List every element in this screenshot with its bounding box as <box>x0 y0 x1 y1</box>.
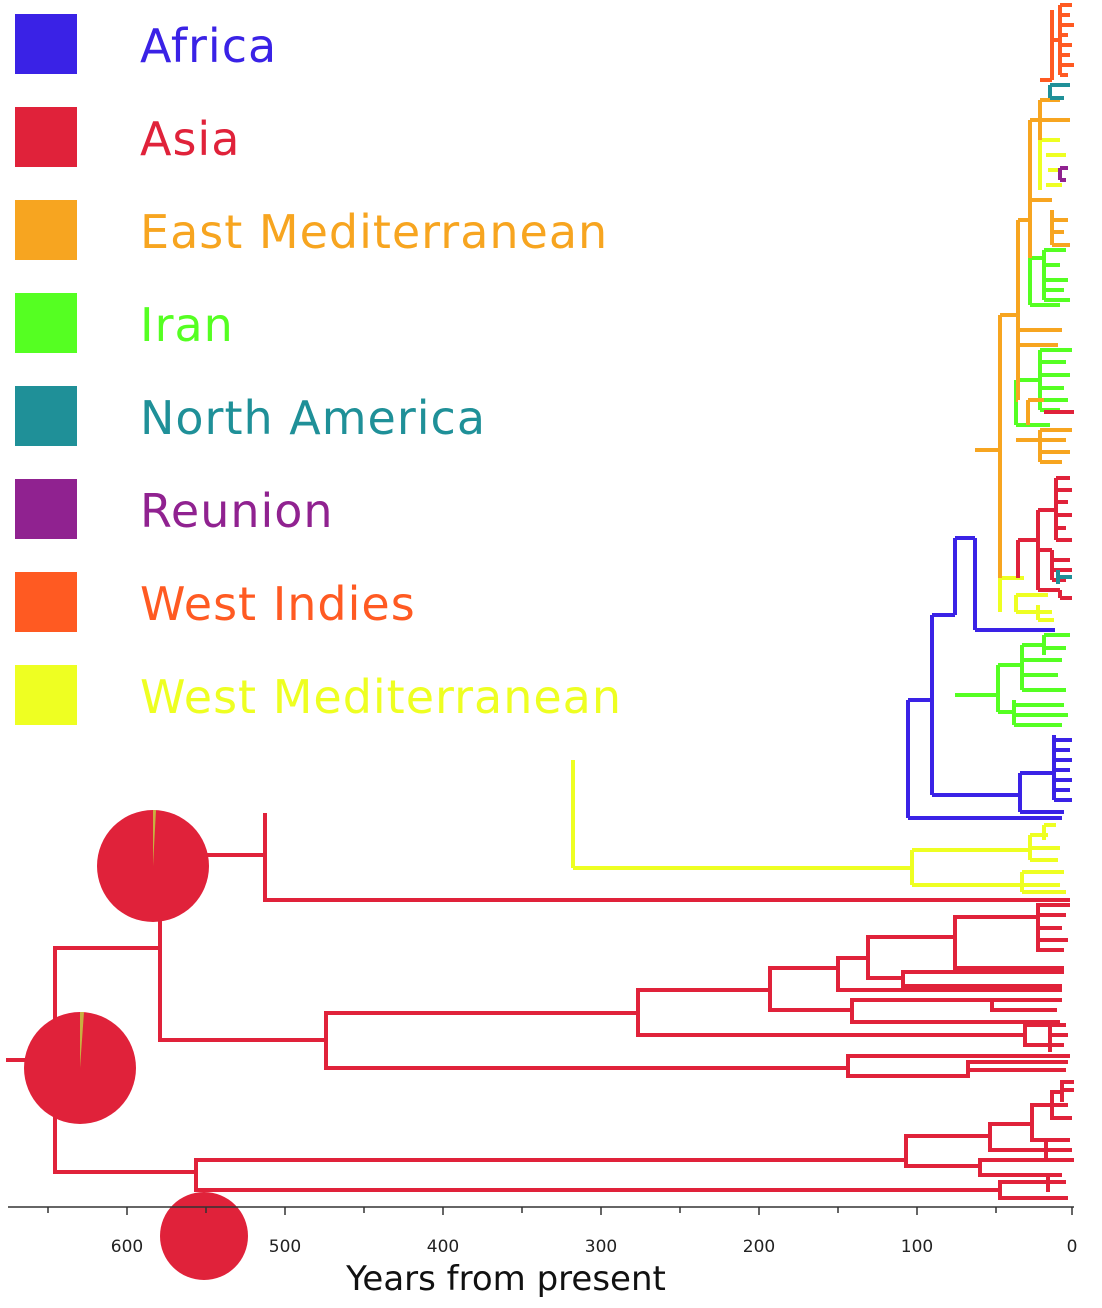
legend-swatch-west-indies <box>15 572 77 632</box>
legend-swatch-reunion <box>15 479 77 539</box>
legend-swatch-asia <box>15 107 77 167</box>
legend-swatch-africa <box>15 14 77 74</box>
axis-tick-600: 600 <box>111 1237 143 1257</box>
ancestral-state-pie-node-1 <box>97 809 209 922</box>
legend-label-africa: Africa <box>140 19 278 73</box>
legend-label-east-mediterranean: East Mediterranean <box>140 205 609 259</box>
north-america-clades <box>1048 83 1072 584</box>
legend-swatch-north-america <box>15 386 77 446</box>
africa-clades <box>906 536 1072 820</box>
east-mediterranean-clades <box>975 98 1072 578</box>
legend-label-north-america: North America <box>140 391 487 445</box>
axis-tick-400: 400 <box>427 1237 459 1257</box>
time-axis <box>8 1206 1074 1215</box>
ancestral-state-pie-node-2 <box>24 1011 136 1124</box>
reunion-clades <box>1058 166 1068 182</box>
axis-tick-500: 500 <box>269 1237 301 1257</box>
legend-swatch-west-mediterranean <box>15 665 77 725</box>
ancestral-state-pie-node-3 <box>160 1192 248 1280</box>
asia-clades <box>6 813 1074 1200</box>
legend-swatch-east-mediterranean <box>15 200 77 260</box>
asia-inner-clade <box>1016 410 1074 600</box>
iran-clades <box>955 248 1072 727</box>
axis-tick-0: 0 <box>1067 1237 1078 1257</box>
axis-tick-200: 200 <box>743 1237 775 1257</box>
west-indies-clades <box>1040 3 1074 82</box>
legend-swatch-iran <box>15 293 77 353</box>
axis-title: Years from present <box>345 1259 666 1299</box>
legend-label-reunion: Reunion <box>140 484 334 538</box>
legend-label-iran: Iran <box>140 298 234 352</box>
legend-label-asia: Asia <box>140 112 241 166</box>
axis-tick-300: 300 <box>585 1237 617 1257</box>
legend-label-west-indies: West Indies <box>140 577 416 631</box>
legend-label-west-mediterranean: West Mediterranean <box>140 670 623 724</box>
axis-tick-100: 100 <box>901 1237 933 1257</box>
west-mediterranean-clades <box>571 138 1066 894</box>
